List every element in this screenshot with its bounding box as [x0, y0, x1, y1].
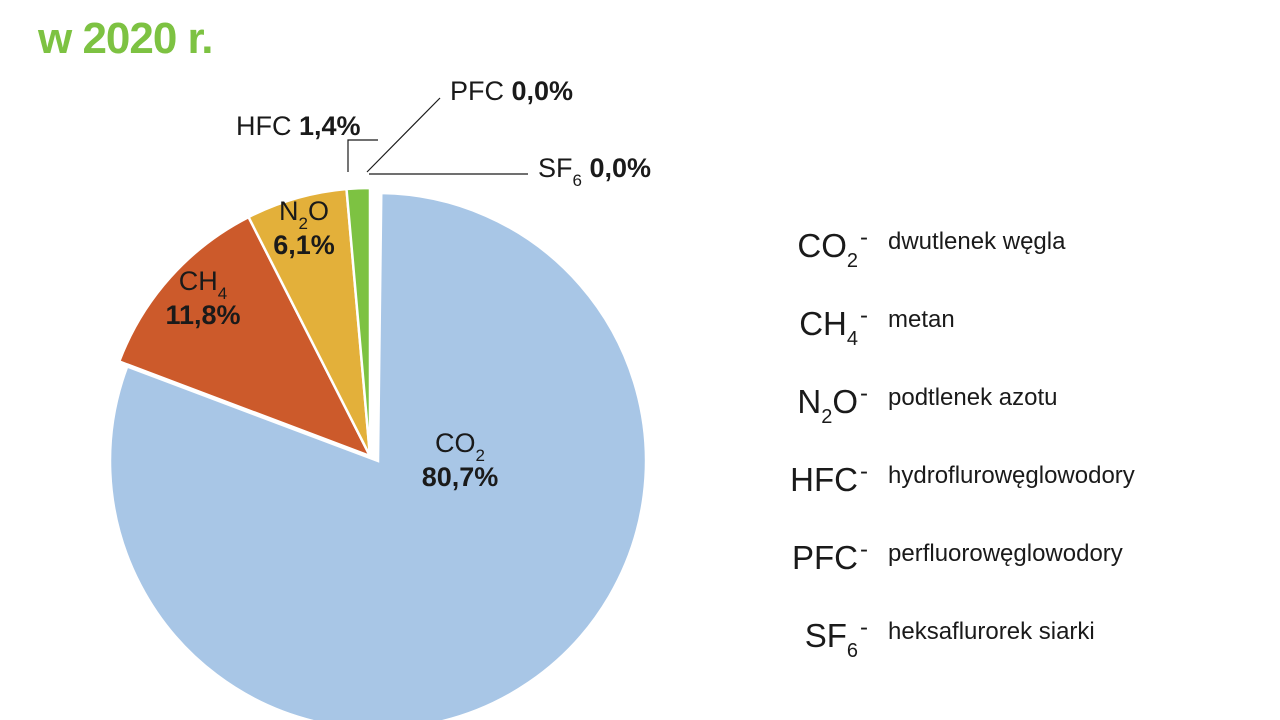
slice-label-hfc: HFC 1,4% — [236, 111, 361, 141]
legend-item-hfc: HFC - hydroflurowęglowodory — [790, 456, 1260, 534]
legend-dash: - — [860, 614, 868, 641]
legend-symbol: HFC — [790, 461, 858, 498]
svg-text:CH4: CH4 — [179, 266, 227, 303]
legend-dash: - — [860, 302, 868, 329]
legend-dash: - — [860, 536, 868, 563]
legend-symbol: CO2 — [797, 227, 858, 272]
svg-text:11,8%: 11,8% — [165, 300, 240, 330]
pie-slice-ch4 — [117, 215, 373, 459]
svg-text:80,7%: 80,7% — [422, 462, 499, 492]
legend-description: heksaflurorek siarki — [888, 618, 1095, 645]
legend-symbol: SF6 — [804, 617, 858, 662]
legend-item-sf6: SF6 - heksaflurorek siarki — [790, 612, 1260, 690]
svg-text:N2O: N2O — [279, 196, 329, 233]
slice-label-pfc: PFC 0,0% — [450, 76, 573, 106]
svg-text:CO2: CO2 — [435, 428, 485, 465]
legend-item-co2: CO2 - dwutlenek węgla — [790, 222, 1260, 300]
pie-slice-hfc — [345, 186, 372, 457]
legend-description: podtlenek azotu — [888, 384, 1058, 411]
legend-item-pfc: PFC - perfluorowęglowodory — [790, 534, 1260, 612]
chart-title: w 2020 r. — [38, 14, 213, 63]
legend-symbol: CH4 — [799, 305, 858, 350]
legend-symbol: PFC — [792, 539, 858, 576]
pie-slice-co2 — [108, 191, 648, 720]
legend-description: metan — [888, 306, 955, 333]
leader-line-hfc — [347, 139, 378, 172]
svg-text:HFC 1,4%: HFC 1,4% — [236, 111, 361, 141]
legend-item-n2o: N2O - podtlenek azotu — [790, 378, 1260, 456]
legend: CO2 - dwutlenek węgla CH4 - metan N2O - … — [790, 222, 1260, 690]
legend-dash: - — [860, 224, 868, 251]
legend-description: hydroflurowęglowodory — [888, 462, 1135, 489]
legend-dash: - — [860, 458, 868, 485]
legend-description: perfluorowęglowodory — [888, 540, 1123, 567]
legend-dash: - — [860, 380, 868, 407]
legend-description: dwutlenek węgla — [888, 228, 1066, 255]
svg-text:PFC 0,0%: PFC 0,0% — [450, 76, 573, 106]
legend-item-ch4: CH4 - metan — [790, 300, 1260, 378]
slice-label-sf6: SF6 0,0% — [538, 153, 651, 190]
legend-symbol: N2O — [797, 383, 858, 428]
leader-line-pfc — [366, 97, 441, 173]
svg-text:6,1%: 6,1% — [273, 230, 335, 260]
svg-text:SF6 0,0%: SF6 0,0% — [538, 153, 651, 190]
